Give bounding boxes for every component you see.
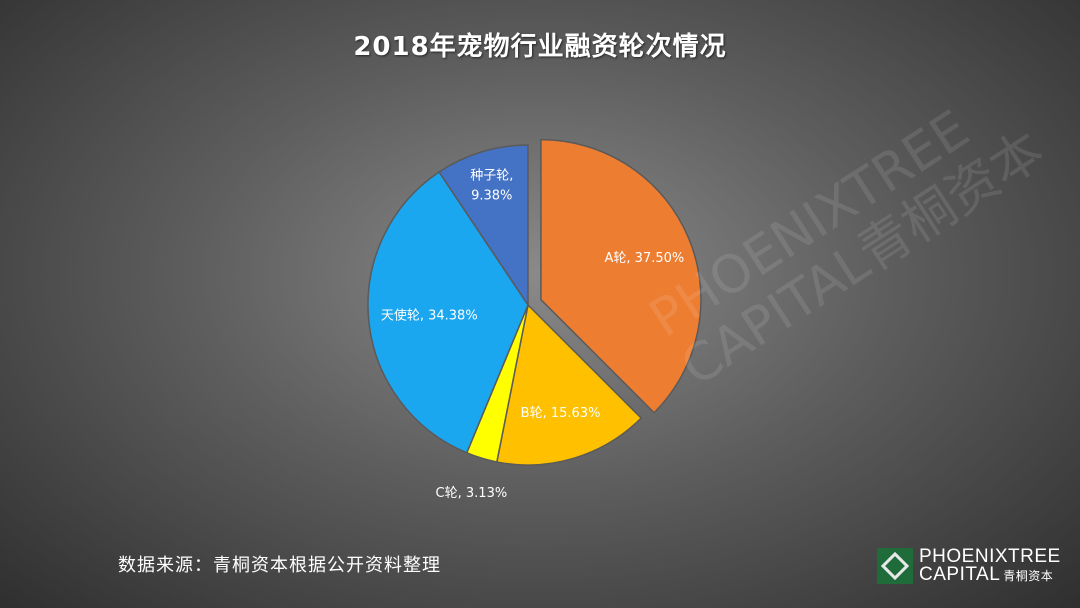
slice-label-2: B轮, 15.63% bbox=[521, 406, 601, 421]
logo-line2-en: CAPITAL bbox=[919, 563, 1001, 585]
source-note: 数据来源：青桐资本根据公开资料整理 bbox=[118, 555, 441, 576]
pie-slices bbox=[367, 138, 702, 466]
slice-label-1: A轮, 37.50% bbox=[605, 251, 685, 266]
slice-label-4: 天使轮, 34.38% bbox=[381, 308, 478, 324]
pie-labels: A轮, 37.50% B轮, 15.63% C轮, 3.13% 天使轮, 34.38%… bbox=[381, 169, 684, 501]
pie-slice-2 bbox=[495, 303, 643, 466]
logo-icon bbox=[877, 548, 913, 584]
slice-label-5: 种子轮, 9.38% bbox=[470, 169, 513, 204]
chart-title: 2018年宠物行业融资轮次情况 bbox=[353, 32, 727, 62]
pie-slice-1 bbox=[540, 138, 702, 414]
logo-line2: CAPITAL 青桐资本 bbox=[919, 563, 1061, 585]
logo-line2-cn: 青桐资本 bbox=[1003, 568, 1054, 583]
pie-slice-4 bbox=[367, 170, 529, 454]
logo-text: PHOENIXTREE CAPITAL 青桐资本 bbox=[919, 545, 1061, 585]
slice-label-3: C轮, 3.13% bbox=[436, 486, 508, 501]
logo: PHOENIXTREE CAPITAL 青桐资本 bbox=[877, 546, 1061, 586]
logo-line1: PHOENIXTREE bbox=[919, 545, 1061, 567]
pie-slice-5 bbox=[438, 144, 529, 308]
